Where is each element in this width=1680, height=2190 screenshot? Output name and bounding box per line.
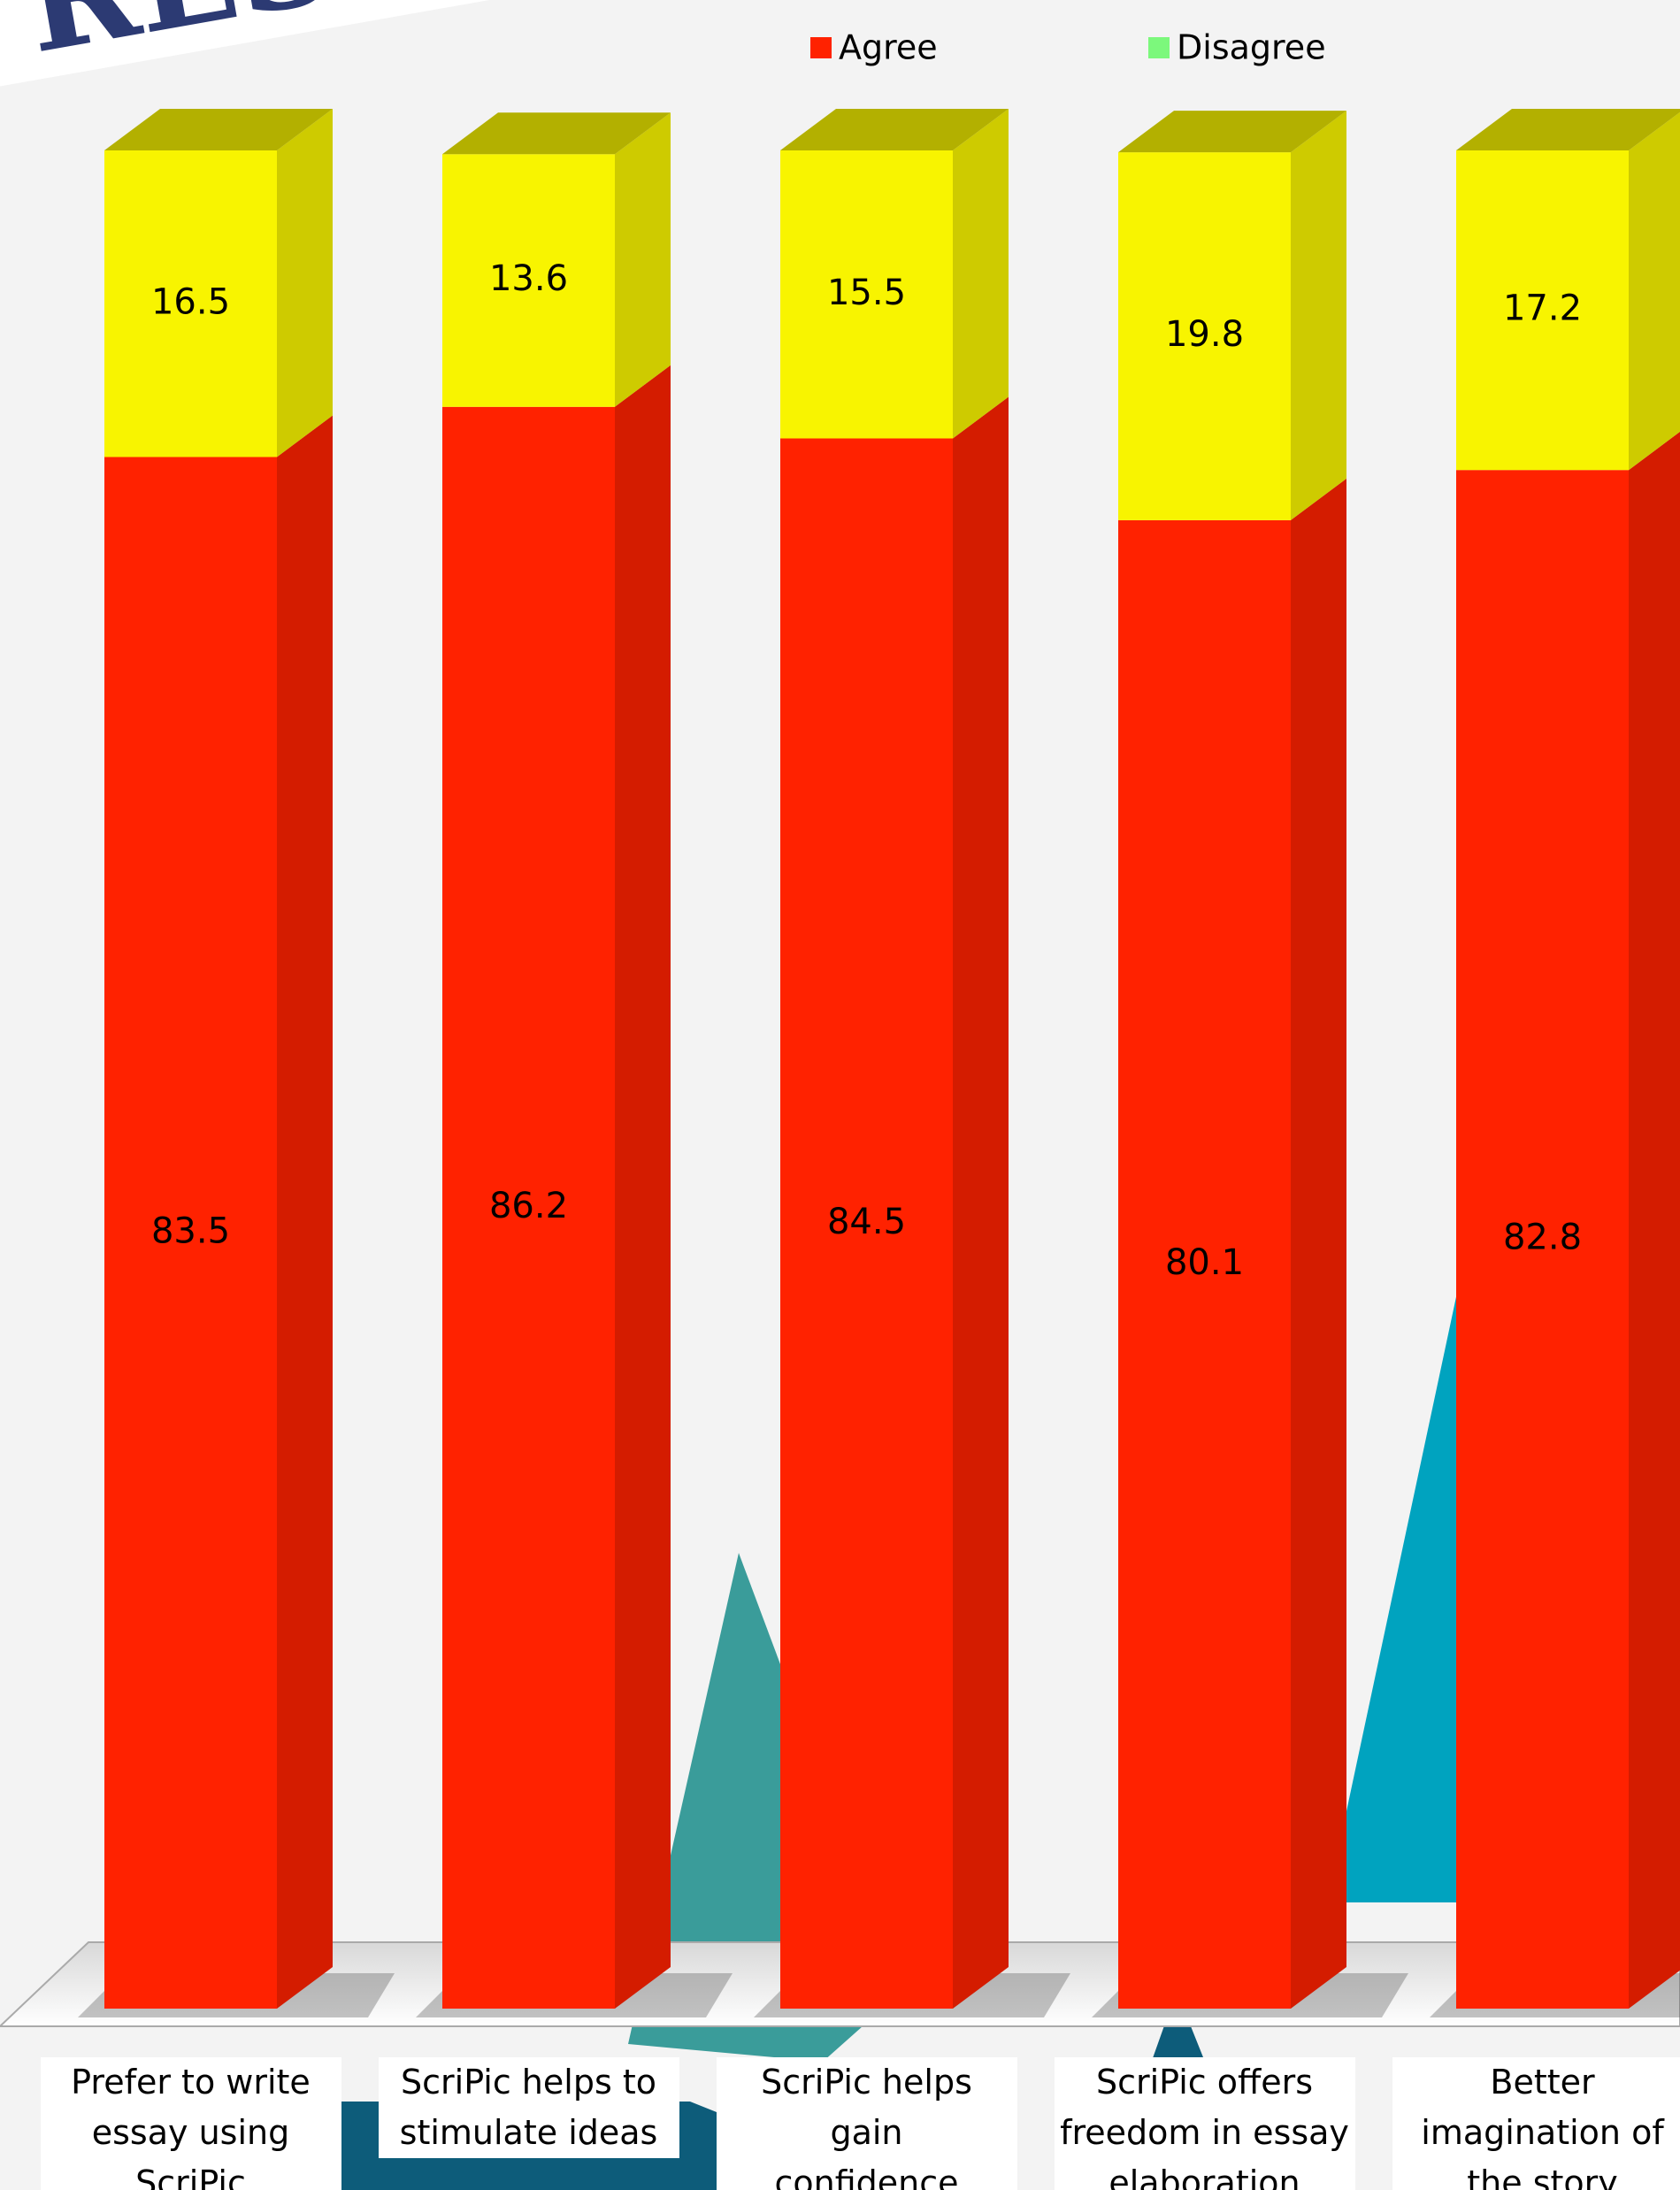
bar-top [1118,111,1346,153]
value-label: 16.5 [151,281,230,322]
value-label: 80.1 [1165,1242,1244,1283]
bar-top [780,109,1009,150]
legend-swatch [1148,37,1170,58]
value-label: 84.5 [827,1202,906,1242]
value-label: 82.8 [1503,1218,1582,1258]
bar-segment [104,150,277,457]
value-label: 19.8 [1165,314,1244,355]
bar-top [442,112,671,155]
x-tick-label: ScriPic offers freedom in essay elaborat… [1054,2057,1355,2190]
legend-label: Agree [839,28,938,67]
bar-side [1629,431,1680,2009]
bar-segment [1118,152,1291,520]
bar-side [1291,478,1346,2009]
bar-segment [780,438,953,2009]
x-tick-label: Prefer to write essay using ScriPic [40,2057,341,2190]
bar-side [1291,111,1346,520]
x-tick-label: ScriPic helps to stimulate ideas [378,2057,679,2158]
value-label: 17.2 [1503,288,1582,329]
x-tick-label: Better imagination of the story [1392,2057,1680,2190]
bar-top [104,109,333,150]
value-label: 83.5 [151,1210,230,1251]
value-label: 15.5 [827,273,906,313]
legend-swatch [810,37,832,58]
bar-segment [780,150,953,439]
x-tick-label: ScriPic helps gain confidence [716,2057,1017,2190]
bar-segment [442,406,615,2009]
bar-side [277,415,333,2009]
bar-segment [1456,470,1629,2009]
bar-top [1456,109,1680,150]
bar-segment [1118,519,1291,2009]
bar-side [1629,111,1680,471]
bar-side [615,112,671,407]
bar-segment [1456,150,1629,471]
bar-segment [104,457,277,2009]
bar-side [953,396,1009,2009]
value-label: 86.2 [489,1186,568,1226]
bar-side [615,365,671,2009]
bar-segment [442,154,615,407]
value-label: 13.6 [489,258,568,299]
legend-label: Disagree [1177,28,1326,67]
bar-side [953,109,1009,439]
bar-side [277,109,333,457]
stamp-box [0,0,650,98]
